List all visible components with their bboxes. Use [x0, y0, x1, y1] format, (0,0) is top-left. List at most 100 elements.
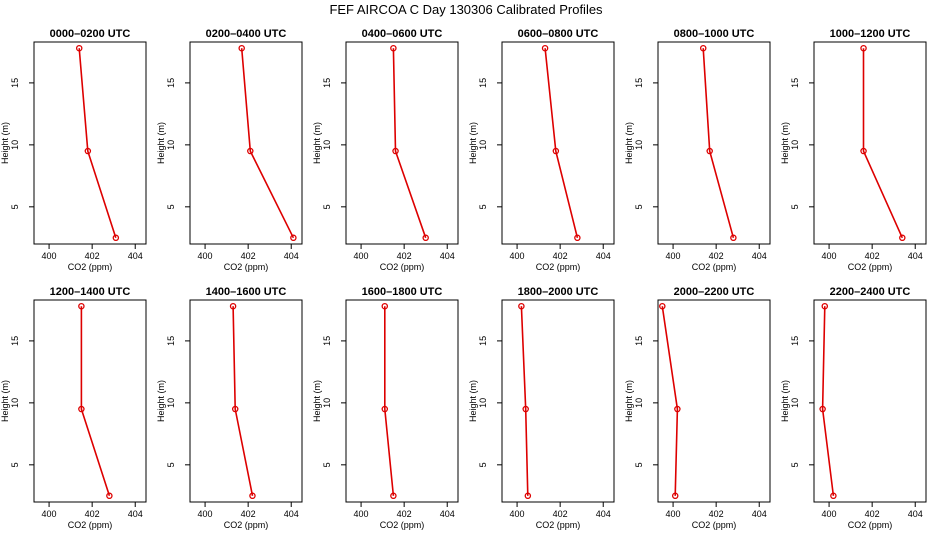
- y-tick-label: 10: [478, 140, 488, 150]
- data-point: [552, 147, 560, 155]
- data-point: [381, 405, 389, 413]
- y-axis-label: Height (m): [624, 122, 634, 164]
- x-tick-label: 400: [822, 509, 837, 519]
- data-point: [392, 147, 399, 155]
- y-tick-label: 10: [634, 140, 644, 150]
- x-axis-label: CO2 (ppm): [848, 262, 893, 272]
- y-axis-label: Height (m): [780, 380, 790, 422]
- x-tick-label: 400: [354, 509, 369, 519]
- data-point: [78, 302, 85, 310]
- x-tick-label: 402: [709, 251, 724, 261]
- panel-title: 2000–2200 UTC: [674, 286, 755, 298]
- x-tick-label: 402: [397, 509, 412, 519]
- profile-line: [661, 306, 679, 496]
- y-axis-label: Height (m): [156, 380, 166, 422]
- profile-panel: 0800–1000 UTC 400 402 404 CO2 (ppm) 5 10 15 Heig…: [624, 28, 771, 272]
- y-axis-label: Height (m): [312, 122, 322, 164]
- data-point: [674, 405, 681, 413]
- profile-panel: 0000–0200 UTC 400 402 404 CO2 (ppm) 5 10 15 Heig…: [0, 28, 147, 272]
- data-point: [78, 405, 85, 413]
- profile-line: [383, 306, 395, 496]
- panel-title: 0200–0400 UTC: [206, 28, 287, 40]
- y-tick-label: 15: [166, 336, 176, 346]
- x-axis-label: CO2 (ppm): [380, 520, 425, 530]
- panel-title: 1800–2000 UTC: [518, 286, 599, 298]
- x-tick-label: 404: [908, 509, 923, 519]
- y-axis-label: Height (m): [624, 380, 634, 422]
- data-point: [671, 492, 679, 500]
- plot-frame: [345, 41, 459, 245]
- data-point: [860, 44, 867, 52]
- plot-frame: [813, 299, 927, 503]
- x-axis-label: CO2 (ppm): [848, 520, 893, 530]
- y-axis-label: Height (m): [156, 122, 166, 164]
- data-point: [290, 234, 297, 242]
- x-tick-label: 404: [440, 251, 455, 261]
- y-tick-label: 15: [634, 336, 644, 346]
- profile-line: [80, 306, 111, 497]
- x-tick-label: 404: [128, 251, 143, 261]
- data-point: [524, 492, 532, 500]
- profile-panel: 1600–1800 UTC 400 402 404 CO2 (ppm) 5 10 15 Heig…: [312, 286, 459, 530]
- y-tick-label: 10: [10, 140, 20, 150]
- x-tick-label: 404: [908, 251, 923, 261]
- profile-panel: 0600–0800 UTC 400 402 404 CO2 (ppm) 5 10 15 Heig…: [468, 28, 615, 272]
- y-tick-label: 5: [166, 462, 176, 467]
- profile-panel: 1800–2000 UTC 400 402 404 CO2 (ppm) 5 10 15 Heig…: [468, 286, 615, 530]
- x-tick-label: 402: [241, 509, 256, 519]
- plot-frame: [657, 299, 771, 503]
- x-tick-label: 400: [666, 509, 681, 519]
- y-tick-label: 15: [790, 336, 800, 346]
- plot-frame: [189, 41, 303, 245]
- y-tick-label: 5: [10, 462, 20, 467]
- plot-frame: [33, 41, 147, 245]
- y-tick-label: 5: [322, 462, 332, 467]
- x-tick-label: 400: [42, 251, 57, 261]
- x-tick-label: 400: [198, 251, 213, 261]
- x-tick-label: 400: [510, 251, 525, 261]
- data-point: [390, 44, 397, 52]
- data-point: [238, 44, 245, 52]
- y-tick-label: 15: [10, 78, 20, 88]
- data-point: [112, 234, 120, 242]
- panel-title: 0000–0200 UTC: [50, 28, 131, 40]
- plot-frame: [189, 299, 303, 503]
- panel-title: 1600–1800 UTC: [362, 286, 443, 298]
- y-tick-label: 5: [634, 462, 644, 467]
- profile-line: [520, 306, 529, 496]
- data-point: [699, 44, 707, 52]
- y-tick-label: 15: [322, 78, 332, 88]
- panel-title: 1000–1200 UTC: [830, 28, 911, 40]
- y-axis-label: Height (m): [468, 380, 478, 422]
- profile-panel: 0200–0400 UTC 400 402 404 CO2 (ppm) 5 10 15 Heig…: [156, 28, 303, 272]
- x-tick-label: 404: [752, 509, 767, 519]
- y-tick-label: 10: [166, 140, 176, 150]
- x-tick-label: 400: [510, 509, 525, 519]
- x-tick-label: 400: [822, 251, 837, 261]
- y-tick-label: 5: [790, 204, 800, 209]
- data-point: [518, 302, 525, 310]
- y-tick-label: 5: [478, 462, 488, 467]
- data-point: [106, 492, 113, 500]
- y-tick-label: 10: [322, 398, 332, 408]
- plot-frame: [813, 41, 927, 245]
- profile-line: [702, 48, 735, 239]
- y-tick-label: 10: [790, 140, 800, 150]
- profile-panel: 1400–1600 UTC 400 402 404 CO2 (ppm) 5 10 15 Heig…: [156, 286, 303, 530]
- y-tick-label: 10: [478, 398, 488, 408]
- x-axis-label: CO2 (ppm): [224, 262, 269, 272]
- profile-line: [78, 48, 117, 239]
- x-tick-label: 402: [85, 509, 100, 519]
- data-point: [819, 405, 826, 413]
- y-tick-label: 5: [478, 204, 488, 209]
- y-tick-label: 15: [322, 336, 332, 346]
- profile-line: [862, 48, 904, 239]
- profile-panel: 1200–1400 UTC 400 402 404 CO2 (ppm) 5 10 15 Heig…: [0, 286, 147, 530]
- x-tick-label: 400: [42, 509, 57, 519]
- panel-title: 0800–1000 UTC: [674, 28, 755, 40]
- x-tick-label: 402: [241, 251, 256, 261]
- data-point: [860, 147, 867, 155]
- x-tick-label: 404: [128, 509, 143, 519]
- plot-frame: [501, 41, 615, 245]
- data-point: [381, 302, 389, 310]
